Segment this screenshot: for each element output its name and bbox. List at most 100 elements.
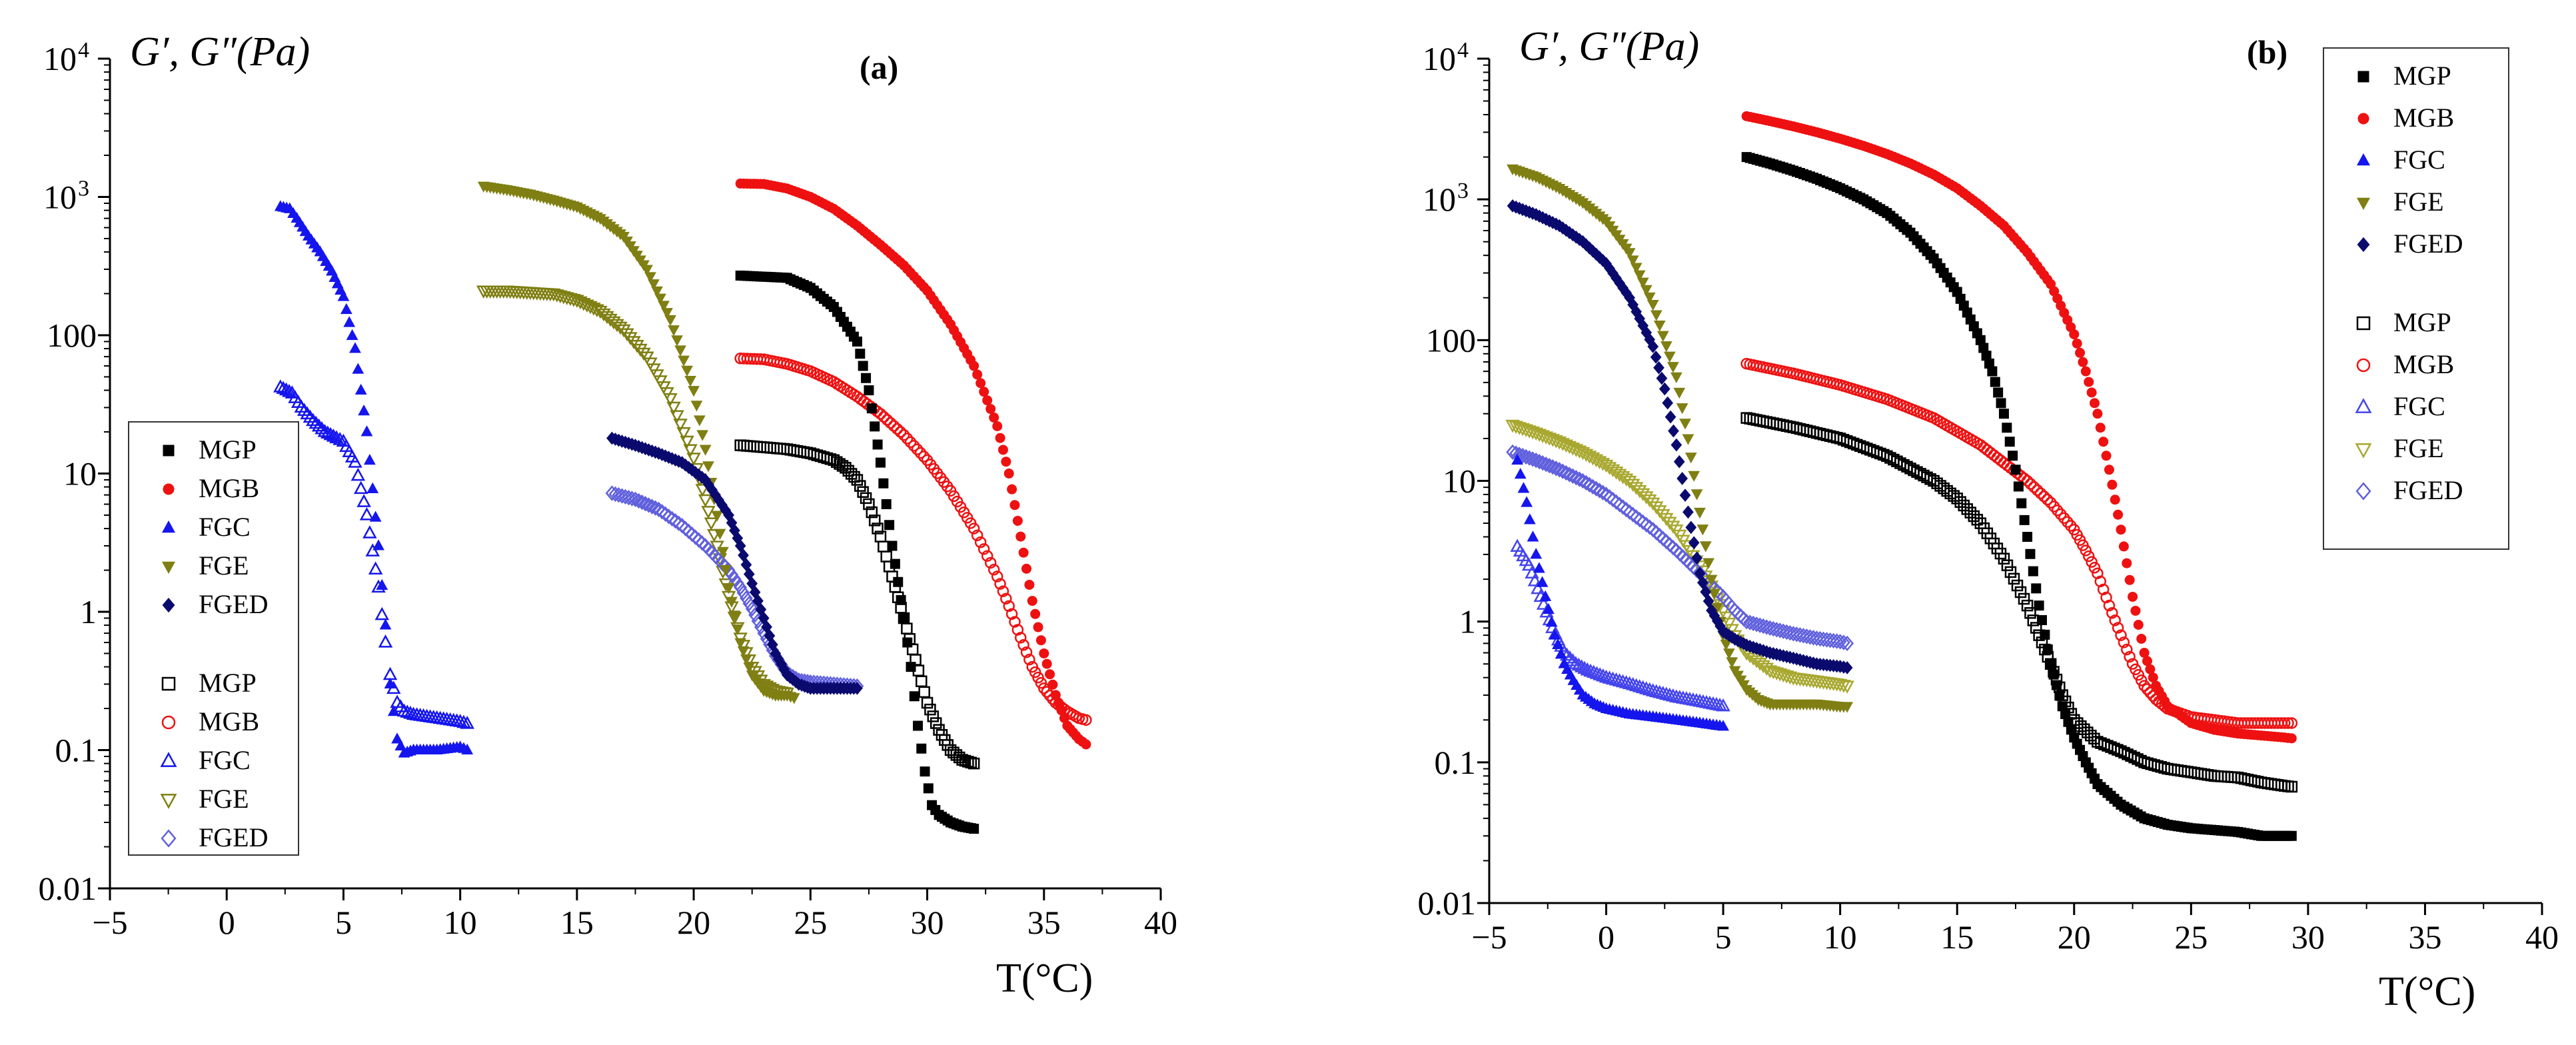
data-point <box>1662 396 1674 410</box>
data-point <box>1636 488 1650 502</box>
data-point <box>1569 470 1583 486</box>
data-point <box>1682 505 1694 519</box>
data-point <box>1676 403 1688 415</box>
data-point <box>1589 454 1604 468</box>
x-tick-label: 30 <box>911 904 944 941</box>
data-point <box>1017 639 1029 651</box>
data-point <box>743 567 755 581</box>
data-point <box>1685 521 1697 534</box>
data-point <box>2048 669 2059 680</box>
data-point <box>870 421 880 432</box>
y-tick-label: 10 <box>43 40 77 77</box>
legend-marker <box>161 829 177 848</box>
data-point <box>1626 255 1639 267</box>
data-point <box>726 596 738 608</box>
data-point <box>633 343 648 357</box>
data-point <box>671 335 683 347</box>
data-point <box>1650 351 1662 364</box>
data-point <box>866 403 877 414</box>
data-point <box>348 455 362 468</box>
data-point <box>1523 450 1537 466</box>
data-point <box>902 637 913 648</box>
data-point <box>1575 447 1591 461</box>
data-point <box>761 441 773 454</box>
data-point <box>1643 292 1656 304</box>
data-point <box>1531 580 1545 594</box>
y-tick-label: 0.01 <box>39 870 97 907</box>
data-point <box>2122 558 2132 568</box>
data-point <box>1662 517 1677 530</box>
data-point <box>860 492 872 505</box>
data-point <box>969 823 979 834</box>
data-point <box>768 442 780 455</box>
data-point <box>1670 372 1682 383</box>
data-point <box>1659 686 1674 700</box>
data-point <box>734 579 748 596</box>
data-point <box>1530 548 1543 559</box>
data-point <box>1539 457 1553 473</box>
data-point <box>2028 481 2040 493</box>
data-point <box>1571 657 1587 671</box>
data-point <box>452 714 468 727</box>
data-point <box>1533 562 1545 573</box>
data-point <box>2101 451 2112 461</box>
legend-label: MGP <box>199 668 257 698</box>
data-point <box>372 539 384 550</box>
data-point <box>1702 558 1715 569</box>
data-point <box>1539 590 1552 601</box>
data-point <box>891 423 904 435</box>
data-point <box>2110 495 2120 505</box>
data-point <box>851 474 864 486</box>
data-point <box>2124 574 2135 585</box>
data-point <box>1041 658 1052 669</box>
data-point <box>899 612 910 623</box>
data-point <box>2080 366 2091 377</box>
y-tick-label: 10 <box>1423 181 1456 218</box>
data-point <box>352 363 364 374</box>
data-point <box>1722 648 1735 660</box>
x-tick-label: 15 <box>1940 918 1974 956</box>
data-point <box>1650 310 1662 321</box>
data-point <box>878 411 890 423</box>
data-point <box>1653 321 1666 332</box>
data-point <box>655 504 669 520</box>
data-point <box>663 393 678 407</box>
y-tick-label-exponent: 4 <box>78 38 89 63</box>
data-point <box>2128 591 2138 602</box>
data-point <box>2124 650 2136 663</box>
data-point <box>1690 489 1703 501</box>
data-point <box>1673 387 1686 399</box>
data-point <box>1045 669 1055 680</box>
data-point <box>962 756 974 768</box>
data-point <box>683 444 698 458</box>
data-point <box>1047 679 1058 690</box>
data-point <box>2051 680 2062 690</box>
data-point <box>920 766 930 777</box>
data-point <box>1586 479 1600 495</box>
data-point <box>904 436 917 449</box>
data-point <box>306 413 321 427</box>
data-point <box>1666 362 1679 373</box>
legend-label: FGC <box>199 745 251 775</box>
data-point <box>2121 643 2133 656</box>
data-point <box>326 429 341 442</box>
data-point <box>354 383 367 395</box>
data-point <box>754 441 766 453</box>
data-point <box>668 325 680 337</box>
data-point <box>1005 608 1018 620</box>
data-point <box>673 419 688 432</box>
data-point <box>967 522 980 534</box>
data-point <box>2138 680 2150 692</box>
data-point <box>2088 562 2101 574</box>
data-point <box>1666 521 1680 534</box>
data-point <box>836 460 849 472</box>
data-point <box>1521 557 1537 571</box>
data-point <box>690 401 703 412</box>
data-point <box>959 754 971 767</box>
data-point <box>842 465 855 477</box>
data-point <box>2085 729 2097 742</box>
data-point <box>1694 507 1706 519</box>
data-point <box>2286 830 2297 841</box>
data-point <box>282 383 297 397</box>
